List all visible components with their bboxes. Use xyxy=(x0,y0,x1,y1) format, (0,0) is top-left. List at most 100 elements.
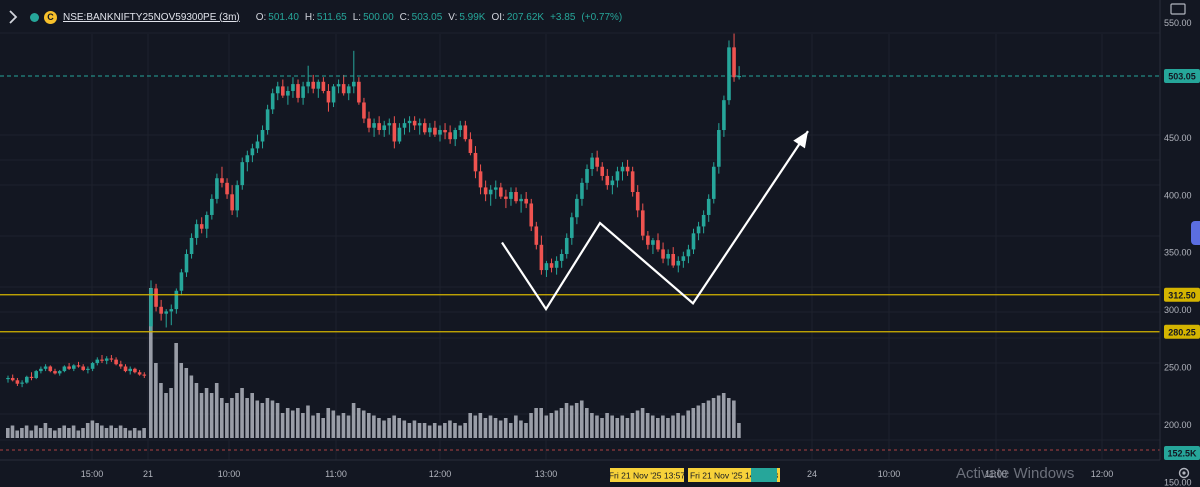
candle-body xyxy=(53,371,57,374)
volume-bar xyxy=(114,428,118,438)
low-value: 500.00 xyxy=(363,11,394,23)
volume-bar xyxy=(427,425,432,438)
candle-body xyxy=(225,182,229,195)
volume-bar xyxy=(225,403,229,438)
volume-bar xyxy=(706,400,711,438)
candle-body xyxy=(336,84,341,87)
candle-body xyxy=(133,368,137,373)
volume-bar xyxy=(235,393,239,438)
volume-bar xyxy=(564,403,569,438)
volume-bar xyxy=(132,428,137,438)
candle-body xyxy=(235,185,239,211)
volume-bar xyxy=(43,423,48,438)
settings-gear-icon[interactable] xyxy=(1176,465,1192,481)
x-tick-label: 21 xyxy=(143,469,153,479)
volume-bar xyxy=(169,388,173,438)
oi-value: 207.62K xyxy=(506,11,545,23)
volume-bar xyxy=(199,393,204,438)
candle-body xyxy=(270,93,275,110)
side-panel-handle-icon[interactable] xyxy=(1191,221,1200,245)
candle-body xyxy=(281,86,285,96)
candle-body xyxy=(240,162,245,186)
candle-body xyxy=(220,178,224,183)
volume-bar xyxy=(306,405,310,438)
volume-bar xyxy=(336,415,341,438)
candle-body xyxy=(159,306,163,314)
volume-bar xyxy=(219,398,224,438)
candle-body xyxy=(215,178,219,199)
market-status-dot-icon[interactable] xyxy=(30,12,39,22)
candle-body xyxy=(524,198,528,204)
candle-body xyxy=(666,253,670,259)
legend-bar: C NSE:BANKNIFTY25NOV59300PE (3m) O: 501.4… xyxy=(0,0,1160,34)
collapse-legend-icon[interactable] xyxy=(0,0,26,34)
candle-body xyxy=(448,132,452,140)
volume-bar xyxy=(6,428,10,438)
time-axis-labels: Fri 21 Nov '25 13:57 Fri 21 Nov '25 14:01… xyxy=(609,468,780,482)
drawn-arrow-path[interactable] xyxy=(501,130,809,312)
candle-body xyxy=(357,81,361,103)
high-label: H: xyxy=(304,11,315,23)
volume-bar xyxy=(24,425,29,438)
candle-body xyxy=(316,81,321,89)
volume-bar xyxy=(716,395,721,438)
candle-body xyxy=(478,171,483,188)
volume-bar xyxy=(732,400,736,438)
volume-bar xyxy=(95,423,99,438)
candlesticks xyxy=(6,33,741,388)
candle-body xyxy=(210,198,214,215)
candle-body xyxy=(296,84,300,98)
candle-body xyxy=(174,290,179,310)
volume-bar xyxy=(493,418,498,438)
candle-body xyxy=(493,187,498,190)
volume-bar xyxy=(255,400,260,438)
volume-bar xyxy=(392,415,396,438)
candle-body xyxy=(691,233,696,250)
candle-body xyxy=(453,130,457,140)
volume-bar xyxy=(478,413,483,438)
volume-bar xyxy=(676,413,680,438)
volume-bar xyxy=(544,415,549,438)
candle-body xyxy=(90,363,95,369)
candle-body xyxy=(189,237,194,254)
candle-body xyxy=(301,86,305,98)
volume-bar xyxy=(508,423,513,438)
candle-body xyxy=(142,374,147,376)
symbol-title[interactable]: NSE:BANKNIFTY25NOV59300PE (3m) xyxy=(63,11,240,23)
volume-bar xyxy=(118,425,123,438)
candle-body xyxy=(417,123,422,126)
candle-body xyxy=(6,377,10,380)
volume-bar xyxy=(285,408,290,438)
volume-bar xyxy=(488,415,493,438)
candle-body xyxy=(534,226,539,245)
candle-body xyxy=(651,240,655,245)
candle-body xyxy=(422,123,427,133)
candle-body xyxy=(640,210,645,236)
candle-body xyxy=(585,169,589,183)
volume-bar xyxy=(686,410,691,438)
volume-bar xyxy=(448,420,452,438)
candle-body xyxy=(149,288,153,327)
candle-body xyxy=(468,139,473,153)
candle-body xyxy=(600,166,605,176)
volume-bar xyxy=(463,423,467,438)
time-badge-bg xyxy=(610,468,684,482)
volume-bar xyxy=(137,430,142,438)
candle-body xyxy=(575,198,579,218)
chart-menu-icon[interactable] xyxy=(1169,2,1187,16)
x-tick-label: 12:00 xyxy=(429,469,452,479)
volume-bar xyxy=(534,408,538,438)
volume-bar xyxy=(701,403,706,438)
candle-body xyxy=(15,380,20,384)
candle-body xyxy=(25,376,29,383)
candle-body xyxy=(164,311,169,314)
candle-body xyxy=(412,120,417,126)
currency-c-icon[interactable]: C xyxy=(44,10,57,24)
candle-body xyxy=(671,253,676,266)
volume-bar xyxy=(346,415,351,438)
volume-bar xyxy=(590,413,594,438)
candle-body xyxy=(554,260,559,268)
candle-body xyxy=(438,130,442,135)
candle-body xyxy=(255,141,260,149)
